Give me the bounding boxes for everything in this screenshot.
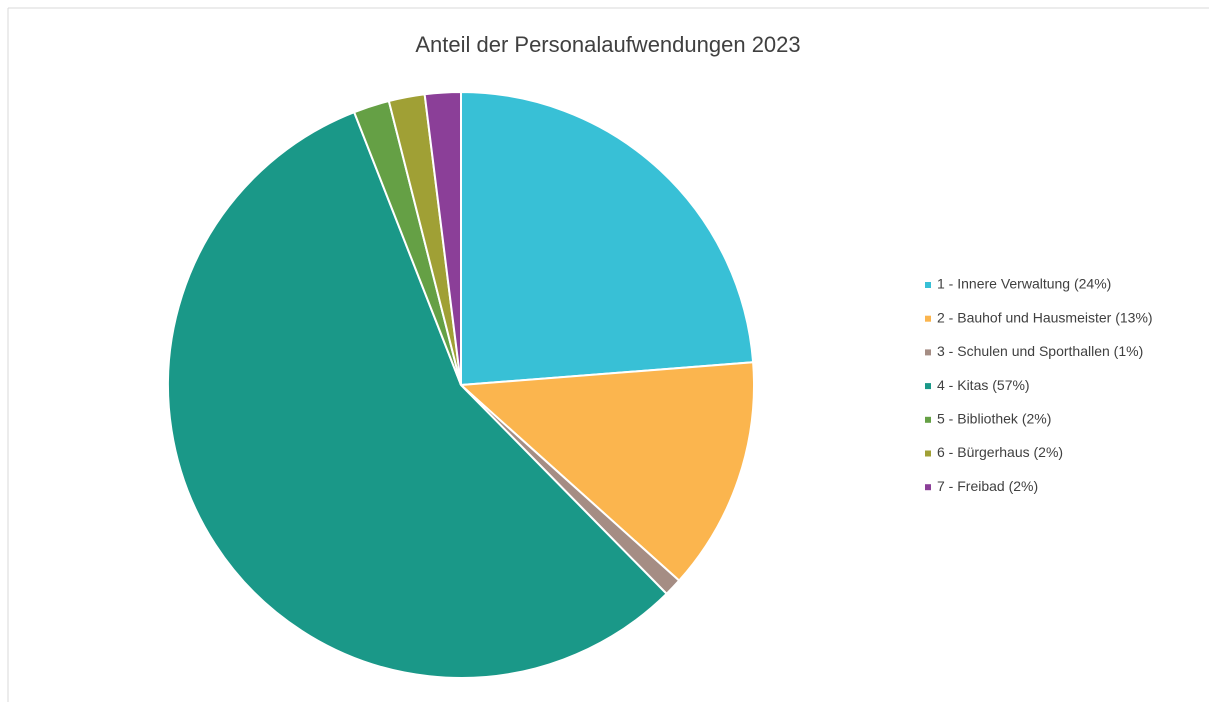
legend-swatch bbox=[925, 282, 931, 288]
legend-label: 3 - Schulen und Sporthallen (1%) bbox=[937, 343, 1143, 359]
legend-label: 6 - Bürgerhaus (2%) bbox=[937, 444, 1063, 460]
legend-swatch bbox=[925, 450, 931, 457]
legend-label: 2 - Bauhof und Hausmeister (13%) bbox=[937, 309, 1153, 325]
legend-label: 4 - Kitas (57%) bbox=[937, 377, 1030, 393]
chart-title: Anteil der Personalaufwendungen 2023 bbox=[415, 32, 800, 57]
legend-swatch bbox=[925, 484, 931, 491]
legend-swatch bbox=[925, 349, 931, 356]
legend-swatch bbox=[925, 416, 931, 423]
pie-slice bbox=[460, 90, 755, 387]
pie-slice bbox=[458, 361, 755, 583]
legend-label: 1 - Innere Verwaltung (24%) bbox=[937, 276, 1111, 292]
pie-slice bbox=[423, 90, 462, 386]
legend-label: 5 - Bibliothek (2%) bbox=[937, 411, 1051, 427]
legend-swatch bbox=[925, 315, 931, 322]
pie-slice bbox=[167, 110, 668, 680]
legend-label: 7 - Freibad (2%) bbox=[937, 478, 1038, 494]
legend-swatch bbox=[925, 383, 931, 390]
